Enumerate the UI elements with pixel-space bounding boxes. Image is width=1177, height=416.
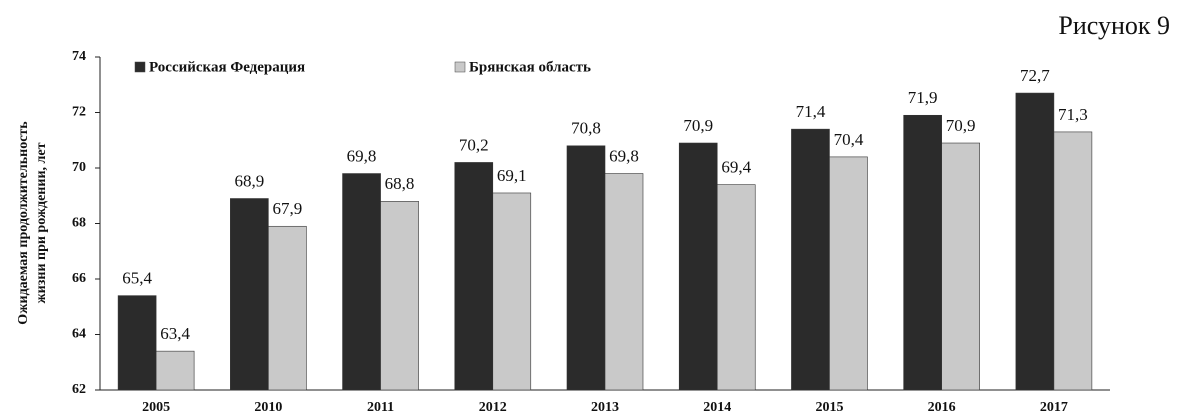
y-tick-label: 74 xyxy=(72,49,86,64)
value-label: 69,4 xyxy=(721,158,751,177)
x-tick-label: 2013 xyxy=(591,400,619,415)
bar xyxy=(604,173,644,391)
bar xyxy=(829,156,868,391)
value-label: 71,3 xyxy=(1058,105,1088,124)
y-tick-label: 72 xyxy=(72,105,86,120)
y-tick-label: 70 xyxy=(72,160,86,175)
bar xyxy=(1015,92,1055,391)
legend-swatch xyxy=(454,61,466,73)
x-tick-label: 2014 xyxy=(703,400,731,415)
value-label: 63,4 xyxy=(160,324,190,343)
value-label: 67,9 xyxy=(272,199,302,218)
value-label: 65,4 xyxy=(122,269,152,288)
bar xyxy=(155,350,195,391)
value-label: 71,4 xyxy=(796,102,826,121)
bar xyxy=(903,114,942,391)
bar xyxy=(230,198,269,391)
legend-label: Российская Федерация xyxy=(149,59,305,75)
y-tick-label: 64 xyxy=(72,327,86,342)
y-tick-label: 68 xyxy=(72,216,86,231)
bar xyxy=(454,162,494,391)
value-label: 69,8 xyxy=(609,146,639,165)
value-label: 68,8 xyxy=(385,174,415,193)
value-label: 70,4 xyxy=(834,130,864,149)
y-axis-label: Ожидаемая продолжительность xyxy=(16,121,31,325)
value-label: 70,9 xyxy=(683,116,713,135)
legend-swatch xyxy=(134,61,146,73)
x-tick-label: 2015 xyxy=(815,400,843,415)
y-tick-label: 66 xyxy=(72,271,86,286)
bar xyxy=(492,192,532,391)
x-tick-label: 2017 xyxy=(1040,400,1068,415)
bar xyxy=(678,142,718,391)
bar xyxy=(941,142,980,391)
bar xyxy=(716,184,756,391)
x-tick-label: 2011 xyxy=(367,400,394,415)
value-label: 70,9 xyxy=(946,116,976,135)
value-label: 70,2 xyxy=(459,135,489,154)
x-tick-label: 2012 xyxy=(479,400,507,415)
bar xyxy=(380,201,419,391)
bar xyxy=(117,295,157,391)
y-axis-label: жизни при рождении, лет xyxy=(34,142,49,303)
figure-label: Рисунок 9 xyxy=(1058,11,1170,40)
x-tick-label: 2016 xyxy=(928,400,956,415)
x-tick-label: 2005 xyxy=(142,400,170,415)
bar xyxy=(342,173,381,391)
value-label: 69,8 xyxy=(347,146,377,165)
y-tick-label: 62 xyxy=(72,382,86,397)
value-label: 71,9 xyxy=(908,88,938,107)
value-label: 70,8 xyxy=(571,119,601,138)
value-label: 68,9 xyxy=(234,171,264,190)
bar xyxy=(1053,131,1093,391)
value-label: 72,7 xyxy=(1020,66,1050,85)
bar xyxy=(566,145,606,391)
bar xyxy=(268,225,307,391)
value-label: 69,1 xyxy=(497,166,527,185)
legend-label: Брянская область xyxy=(469,59,591,75)
x-tick-label: 2010 xyxy=(254,400,282,415)
bar xyxy=(791,128,830,391)
